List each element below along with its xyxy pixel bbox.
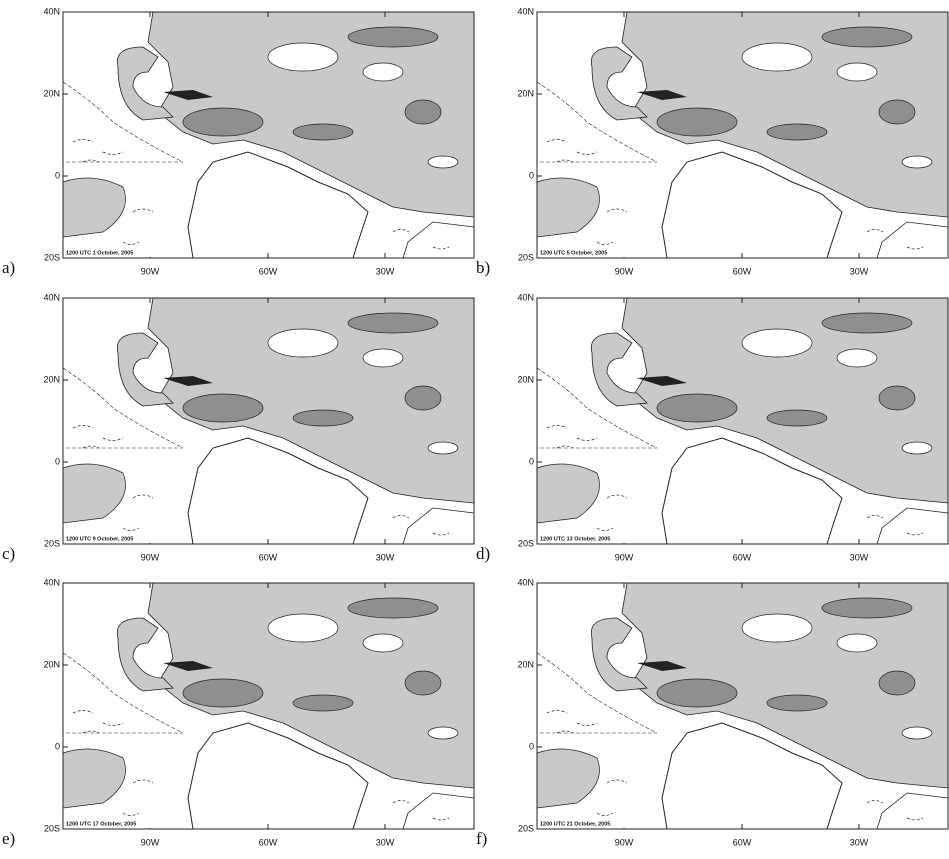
panel-letter: b) xyxy=(476,258,490,277)
panel-letter: e) xyxy=(2,829,15,848)
y-tick-label: 0 xyxy=(55,170,60,180)
x-tick-label: 90W xyxy=(141,266,160,276)
date-label: 1200 UTC 5 October, 2005 xyxy=(540,250,607,256)
panel-letter: f) xyxy=(476,829,487,848)
y-tick-label: 20N xyxy=(517,374,534,384)
y-tick-label: 20N xyxy=(43,659,60,669)
y-tick-label: 20S xyxy=(518,252,534,262)
y-tick-label: 0 xyxy=(529,456,534,466)
y-tick-label: 40N xyxy=(43,6,60,16)
y-tick-label: 0 xyxy=(55,741,60,751)
date-label: 1200 UTC 1 October, 2005 xyxy=(66,250,133,256)
x-tick-label: 30W xyxy=(376,552,395,562)
map-field xyxy=(537,298,948,544)
map-panel: 40N 20N 0 20S 90W 60W 30W 1200 UTC 5 October, 2… xyxy=(476,6,949,277)
x-tick-label: 30W xyxy=(850,266,869,276)
map-panel: 40N 20N 0 20S 90W 60W 30W 1200 UTC 9 October, 2… xyxy=(2,292,475,563)
date-box xyxy=(64,534,164,543)
map-field xyxy=(537,583,948,829)
y-tick-label: 20S xyxy=(44,823,60,833)
x-tick-label: 60W xyxy=(259,266,278,276)
y-tick-label: 20S xyxy=(44,538,60,548)
map-panel: 40N 20N 0 20S 90W 60W 30W 1200 UTC 13 October, … xyxy=(476,292,949,563)
y-tick-label: 40N xyxy=(517,577,534,587)
x-tick-label: 90W xyxy=(615,837,634,847)
x-tick-label: 60W xyxy=(259,552,278,562)
date-box xyxy=(64,819,164,828)
x-tick-label: 90W xyxy=(615,266,634,276)
map-field xyxy=(537,12,948,258)
y-tick-label: 40N xyxy=(43,577,60,587)
date-box xyxy=(538,248,638,257)
date-label: 1200 UTC 13 October, 2005 xyxy=(540,536,610,542)
date-label: 1200 UTC 21 October, 2005 xyxy=(540,821,610,827)
map-panel: 40N 20N 0 20S 90W 60W 30W 1200 UTC 1 October, 2… xyxy=(2,6,475,277)
y-tick-label: 40N xyxy=(43,292,60,302)
date-label: 1200 UTC 17 October, 2005 xyxy=(66,821,136,827)
date-box xyxy=(538,534,638,543)
x-tick-label: 30W xyxy=(850,837,869,847)
x-tick-label: 60W xyxy=(733,266,752,276)
date-box xyxy=(538,819,638,828)
x-tick-label: 60W xyxy=(259,837,278,847)
y-tick-label: 40N xyxy=(517,6,534,16)
y-tick-label: 20S xyxy=(518,823,534,833)
panel-letter: d) xyxy=(476,544,490,563)
panel-letter: c) xyxy=(2,544,15,563)
y-tick-label: 0 xyxy=(55,456,60,466)
date-box xyxy=(64,248,164,257)
x-tick-label: 30W xyxy=(850,552,869,562)
map-panel: 40N 20N 0 20S 90W 60W 30W 1200 UTC 17 October, … xyxy=(2,577,475,848)
x-tick-label: 60W xyxy=(733,837,752,847)
map-panel: 40N 20N 0 20S 90W 60W 30W 1200 UTC 21 October, … xyxy=(476,577,949,848)
map-field xyxy=(63,583,474,829)
x-tick-label: 60W xyxy=(733,552,752,562)
x-tick-label: 30W xyxy=(376,266,395,276)
panel-letter: a) xyxy=(2,258,15,277)
x-tick-label: 90W xyxy=(141,552,160,562)
y-tick-label: 0 xyxy=(529,170,534,180)
x-tick-label: 90W xyxy=(141,837,160,847)
y-tick-label: 40N xyxy=(517,292,534,302)
x-tick-label: 90W xyxy=(615,552,634,562)
y-tick-label: 20S xyxy=(44,252,60,262)
y-tick-label: 20N xyxy=(43,88,60,98)
y-tick-label: 20N xyxy=(517,659,534,669)
date-label: 1200 UTC 9 October, 2005 xyxy=(66,536,133,542)
map-field xyxy=(63,12,474,258)
y-tick-label: 20S xyxy=(518,538,534,548)
x-tick-label: 30W xyxy=(376,837,395,847)
map-field xyxy=(63,298,474,544)
y-tick-label: 0 xyxy=(529,741,534,751)
y-tick-label: 20N xyxy=(43,374,60,384)
y-tick-label: 20N xyxy=(517,88,534,98)
